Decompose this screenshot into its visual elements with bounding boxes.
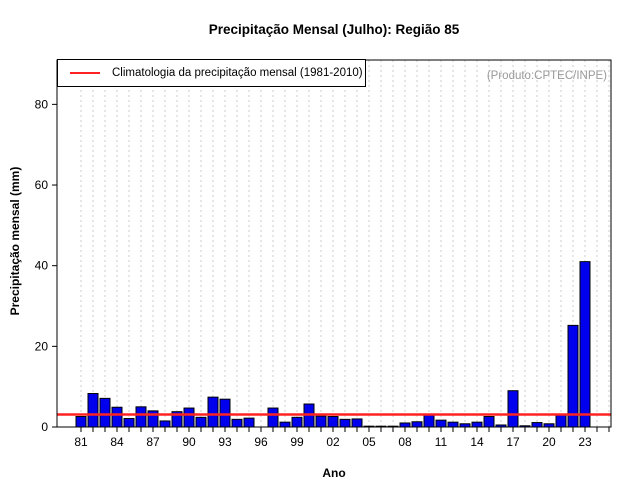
legend-label: Climatologia da precipitação mensal (198… — [112, 67, 363, 79]
bar-1983 — [99, 397, 111, 428]
bar-1997 — [267, 407, 279, 428]
x-tick-label: 93 — [218, 435, 232, 449]
bar-2003 — [339, 418, 351, 428]
x-axis-title: Ano — [322, 466, 346, 480]
bar-1995 — [243, 417, 255, 428]
bar-2017 — [507, 390, 519, 428]
bar-1982 — [87, 393, 99, 428]
bar-1999 — [291, 416, 303, 428]
bar-2001 — [315, 415, 327, 428]
x-tick-label: 11 — [435, 435, 448, 449]
x-tick-label: 99 — [290, 435, 304, 449]
bar-2008 — [399, 422, 411, 428]
bar-1992 — [207, 396, 219, 428]
bar-1991 — [195, 416, 207, 428]
producer-note: (Produto:CPTEC/INPE) — [486, 70, 607, 82]
bar-2022 — [567, 324, 579, 428]
y-tick-label: 0 — [41, 420, 48, 434]
y-tick-label: 40 — [35, 259, 49, 273]
bar-2002 — [327, 416, 339, 428]
x-tick-label: 87 — [146, 435, 160, 449]
x-tick-label: 96 — [254, 435, 268, 449]
x-tick-label: 81 — [74, 435, 88, 449]
chart-title: Precipitação Mensal (Julho): Região 85 — [208, 22, 460, 37]
bar-2019 — [531, 422, 543, 428]
y-tick-label: 80 — [35, 97, 49, 111]
x-tick-label: 20 — [542, 435, 556, 449]
bar-2012 — [447, 421, 459, 428]
bar-2004 — [351, 418, 363, 428]
climatology-line-swatch — [70, 72, 100, 74]
y-tick-label: 20 — [35, 339, 49, 353]
bar-1985 — [123, 418, 135, 428]
x-tick-label: 17 — [506, 435, 520, 449]
bar-1994 — [231, 418, 243, 428]
bar-2023 — [579, 261, 591, 428]
bar-1998 — [279, 421, 291, 428]
plot-border — [56, 59, 612, 428]
bar-2010 — [423, 414, 435, 428]
bar-2014 — [471, 421, 483, 428]
bar-2015 — [483, 416, 495, 428]
y-tick-label: 60 — [35, 178, 49, 192]
x-tick-label: 14 — [470, 435, 484, 449]
legend: Climatologia da precipitação mensal (198… — [57, 59, 366, 87]
x-tick-label: 90 — [182, 435, 196, 449]
bar-1984 — [111, 406, 123, 428]
x-tick-label: 23 — [578, 435, 592, 449]
x-tick-label: 02 — [326, 435, 340, 449]
bar-1988 — [159, 420, 171, 428]
bar-1986 — [135, 406, 147, 428]
x-tick-label: 05 — [362, 435, 376, 449]
bar-2009 — [411, 421, 423, 428]
x-tick-label: 84 — [110, 435, 124, 449]
x-tick-label: 08 — [398, 435, 412, 449]
bar-1981 — [75, 416, 87, 428]
bar-1993 — [219, 398, 231, 428]
bar-2021 — [555, 414, 567, 428]
y-axis-title: Precipitação mensal (mm) — [8, 166, 22, 316]
bar-2011 — [435, 419, 447, 428]
bar-1990 — [183, 407, 195, 428]
